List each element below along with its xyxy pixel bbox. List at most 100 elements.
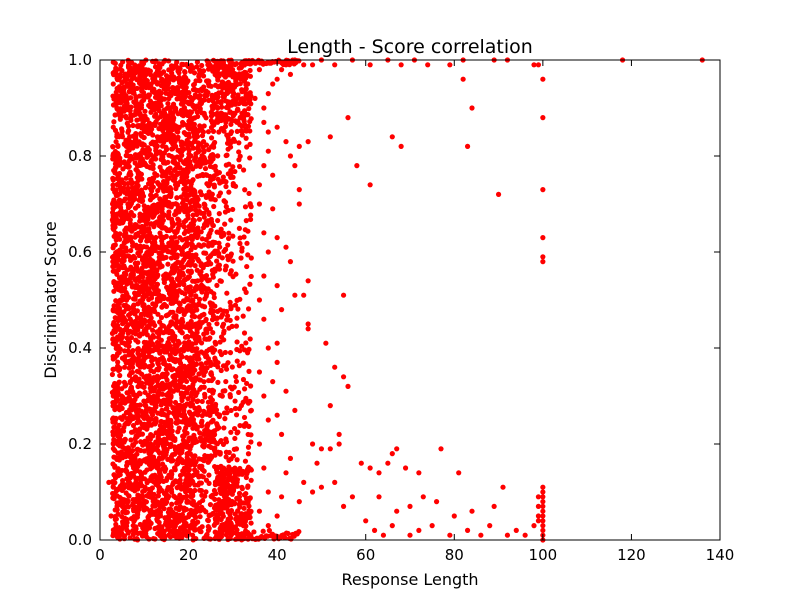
scatter-point (117, 365, 123, 371)
scatter-point (188, 109, 195, 115)
scatter-point (416, 470, 422, 476)
scatter-point (224, 308, 230, 315)
scatter-point (227, 471, 233, 477)
scatter-point (199, 418, 205, 424)
scatter-point (130, 122, 136, 129)
scatter-point (188, 318, 194, 325)
scatter-point (161, 506, 167, 512)
scatter-point (125, 529, 132, 535)
scatter-point (318, 446, 325, 452)
scatter-point (124, 509, 130, 515)
scatter-point (231, 501, 238, 507)
scatter-point (371, 527, 378, 534)
scatter-point (129, 448, 136, 454)
scatter-point (123, 520, 130, 526)
scatter-point (305, 326, 311, 332)
scatter-point (172, 359, 178, 365)
scatter-point (114, 383, 120, 389)
scatter-point (201, 304, 208, 310)
scatter-point (531, 62, 537, 68)
scatter-point (223, 439, 230, 445)
scatter-point (163, 271, 169, 277)
scatter-point (123, 382, 129, 388)
scatter-point (233, 446, 240, 452)
scatter-point (183, 443, 189, 450)
plot-frame (99, 59, 721, 541)
scatter-point (202, 391, 208, 397)
scatter-point (407, 532, 413, 538)
scatter-point (314, 460, 320, 466)
scatter-point (195, 113, 201, 120)
scatter-point (504, 532, 511, 538)
scatter-point (110, 268, 116, 274)
scatter-point (147, 312, 153, 318)
scatter-point (156, 519, 162, 526)
scatter-point (207, 436, 213, 443)
scatter-point (154, 81, 160, 87)
scatter-point (336, 431, 342, 437)
scatter-point (224, 366, 230, 372)
scatter-point (212, 197, 218, 203)
scatter-point (165, 199, 171, 206)
scatter-point (189, 297, 195, 303)
scatter-point (176, 425, 182, 431)
scatter-point (218, 531, 225, 537)
scatter-point (203, 115, 209, 121)
scatter-point (363, 518, 369, 524)
scatter-point (185, 215, 191, 221)
scatter-point (165, 175, 171, 182)
scatter-point (192, 514, 199, 521)
scatter-point (243, 135, 249, 141)
scatter-point (161, 131, 167, 137)
scatter-point (217, 449, 223, 456)
scatter-point (207, 325, 213, 332)
scatter-point (327, 403, 333, 409)
scatter-point (150, 162, 156, 168)
scatter-point (114, 271, 120, 277)
scatter-point (167, 399, 174, 405)
scatter-point (199, 413, 205, 419)
scatter-point (165, 100, 171, 107)
scatter-point (531, 523, 537, 529)
scatter-point (186, 131, 192, 137)
scatter-point (224, 313, 231, 319)
scatter-point (130, 442, 136, 449)
scatter-point (118, 529, 124, 536)
scatter-point (196, 203, 202, 209)
scatter-point (188, 153, 194, 159)
scatter-point (172, 333, 178, 339)
scatter-point (110, 484, 116, 490)
scatter-point (309, 62, 316, 68)
scatter-point (163, 233, 169, 240)
scatter-point (110, 182, 116, 188)
scatter-point (177, 279, 183, 285)
scatter-point (456, 470, 462, 476)
scatter-point (161, 212, 168, 218)
scatter-point (145, 94, 151, 100)
scatter-point (199, 463, 205, 469)
scatter-point (206, 480, 212, 486)
scatter-point (210, 151, 216, 158)
scatter-point (234, 483, 240, 489)
scatter-point (145, 145, 151, 151)
scatter-point (246, 368, 252, 374)
scatter-point (210, 375, 216, 382)
scatter-point (186, 89, 192, 96)
scatter-point (169, 85, 176, 91)
scatter-point (140, 193, 147, 199)
scatter-point (185, 466, 191, 472)
scatter-point (148, 416, 154, 422)
scatter-point (469, 105, 475, 111)
scatter-point (155, 460, 161, 466)
scatter-point (117, 155, 123, 161)
scatter-point (160, 217, 166, 223)
scatter-point (236, 389, 242, 396)
scatter-point (169, 428, 175, 434)
scatter-point (216, 425, 222, 431)
scatter-point (226, 189, 232, 195)
scatter-point (194, 424, 201, 430)
scatter-point (309, 441, 316, 447)
scatter-point (239, 248, 245, 254)
scatter-point (155, 288, 162, 294)
scatter-point (127, 169, 133, 175)
